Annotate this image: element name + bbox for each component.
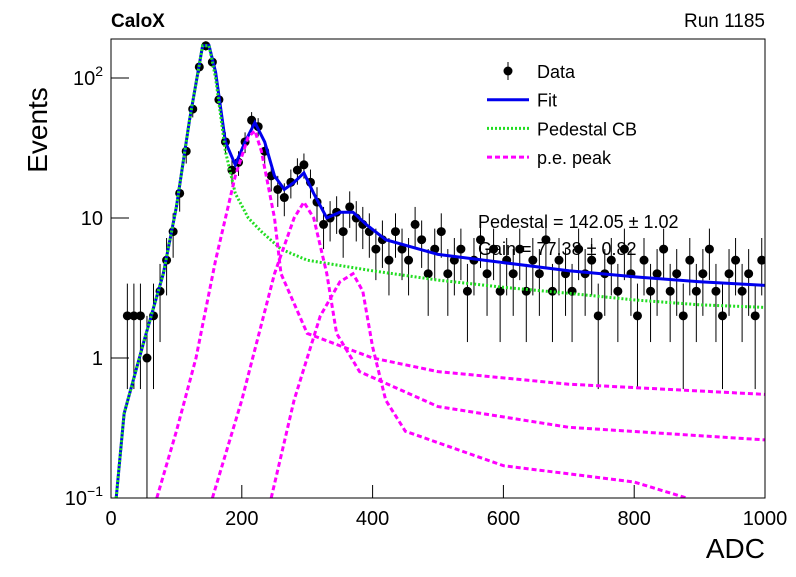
data-point	[698, 269, 708, 279]
y-tick-base: 10	[73, 68, 95, 90]
x-tick-label: 800	[618, 508, 651, 530]
data-point	[338, 227, 348, 237]
data-point	[495, 286, 505, 296]
data-point	[410, 219, 420, 229]
data-point	[593, 311, 603, 321]
data-point	[456, 244, 466, 254]
x-axis-label: ADC	[706, 533, 765, 564]
data-point	[731, 255, 741, 265]
data-point	[443, 269, 453, 279]
data-point	[724, 269, 734, 279]
data-point	[371, 244, 381, 254]
x-tick-label: 600	[487, 508, 520, 530]
data-point	[639, 255, 649, 265]
legend-label: Pedestal CB	[537, 119, 637, 139]
data-point	[744, 269, 754, 279]
data-point	[541, 235, 551, 245]
data-point	[508, 269, 518, 279]
y-axis-label: Events	[22, 87, 53, 173]
pe-peak-curve	[269, 271, 687, 498]
data-point	[319, 219, 329, 229]
data-point	[397, 244, 407, 254]
fit-curve	[114, 44, 765, 498]
data-point	[619, 244, 629, 254]
data-point	[299, 160, 309, 170]
data-point	[685, 255, 695, 265]
data-point	[574, 244, 584, 254]
data-point	[292, 165, 302, 175]
data-point	[142, 353, 152, 363]
data-point	[757, 255, 765, 265]
y-tick-base: 10	[81, 208, 103, 230]
x-tick-label: 1000	[743, 508, 788, 530]
data-point	[122, 311, 132, 321]
chart-subtitle: Run 1185	[684, 11, 765, 32]
data-point	[404, 255, 414, 265]
data-point	[678, 311, 688, 321]
data-point	[691, 286, 701, 296]
data-point	[489, 244, 499, 254]
data-point	[613, 286, 623, 296]
data-point	[436, 227, 446, 237]
data-point	[482, 269, 492, 279]
data-point	[652, 269, 662, 279]
data-point	[717, 311, 727, 321]
data-point	[515, 244, 525, 254]
data-point	[521, 286, 531, 296]
data-point	[672, 269, 682, 279]
data-point	[476, 235, 486, 245]
legend-label: p.e. peak	[537, 148, 612, 168]
data-point	[704, 244, 714, 254]
data-point	[554, 255, 564, 265]
fit-result: Pedestal = 142.05 ± 1.02	[478, 212, 679, 232]
y-tick-label: 102	[73, 63, 103, 90]
x-tick-label: 0	[105, 508, 116, 530]
y-tick-base: 10	[65, 488, 87, 510]
y-tick-base: 1	[92, 348, 103, 370]
data-point	[423, 269, 433, 279]
data-point	[129, 311, 139, 321]
pe-peak-curve	[210, 199, 765, 498]
data-point	[462, 286, 472, 296]
data-point	[750, 311, 760, 321]
data-point	[659, 244, 669, 254]
data-point	[587, 255, 597, 265]
y-tick-exponent: 2	[95, 63, 103, 79]
frame	[110, 38, 766, 499]
data-point	[384, 255, 394, 265]
data-point	[417, 235, 427, 245]
data-point	[528, 255, 538, 265]
fit-result: Gain = 77.38 ± 0.82	[478, 239, 637, 259]
legend-label: Data	[537, 62, 576, 82]
x-tick-label: 400	[356, 508, 389, 530]
plot-area	[114, 41, 765, 498]
data-point	[606, 255, 616, 265]
data-point	[279, 193, 289, 203]
fit-curve	[114, 44, 765, 498]
legend-label: Fit	[537, 91, 557, 111]
data-point	[665, 286, 675, 296]
data-point	[135, 311, 145, 321]
data-point	[345, 202, 355, 212]
y-tick-label: 10−1	[65, 483, 103, 510]
data-point	[273, 184, 283, 194]
legend-marker	[503, 66, 513, 76]
y-tick-label: 10	[81, 208, 103, 230]
data-point	[646, 286, 656, 296]
pe-peak-curve	[155, 128, 765, 498]
data-point	[711, 286, 721, 296]
data-point	[390, 227, 400, 237]
x-tick-label: 200	[225, 508, 258, 530]
y-tick-label: 1	[92, 348, 103, 370]
data-point	[632, 311, 642, 321]
y-tick-exponent: −1	[87, 483, 103, 499]
data-point	[534, 269, 544, 279]
chart-title: CaloX	[111, 11, 165, 32]
data-point	[737, 286, 747, 296]
